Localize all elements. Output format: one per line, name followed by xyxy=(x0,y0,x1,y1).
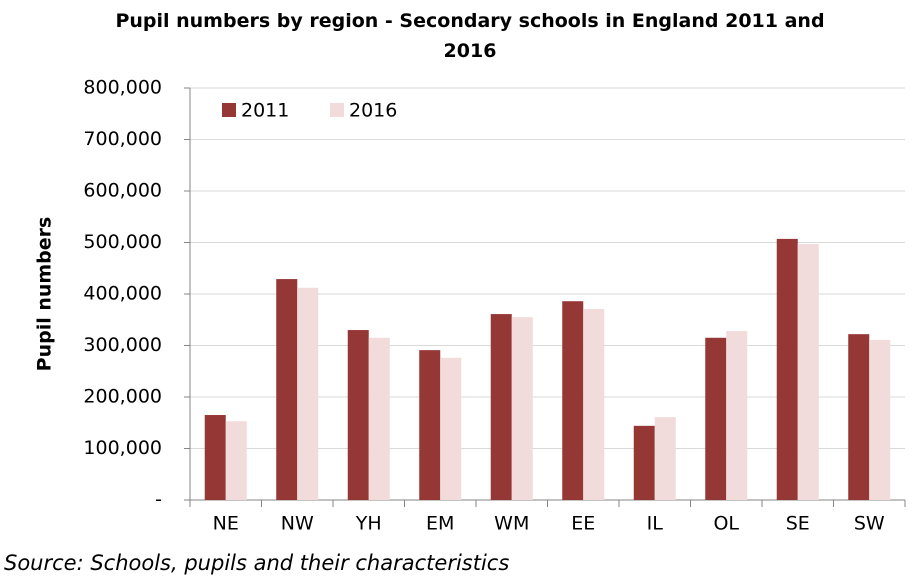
bar xyxy=(633,425,655,500)
x-tick-label: IL xyxy=(647,513,664,535)
bar xyxy=(419,350,441,500)
x-tick-label: NW xyxy=(281,513,314,535)
legend-swatch xyxy=(222,103,236,117)
source-note: Source: Schools, pupils and their charac… xyxy=(4,551,510,575)
chart-title: Pupil numbers by region - Secondary scho… xyxy=(115,10,825,62)
bar xyxy=(490,314,512,500)
y-tick-label: 500,000 xyxy=(83,231,162,253)
bar xyxy=(797,244,819,500)
y-tick-label: 400,000 xyxy=(83,283,162,305)
y-tick-label: 200,000 xyxy=(83,386,162,408)
bar xyxy=(848,334,870,500)
y-tick-label: 700,000 xyxy=(83,128,162,150)
bar xyxy=(562,301,584,500)
bar xyxy=(440,357,462,500)
bar xyxy=(511,317,533,500)
x-tick-label: NE xyxy=(213,513,239,535)
y-axis-label: Pupil numbers xyxy=(34,217,56,372)
x-tick-label: SE xyxy=(786,513,810,535)
bar xyxy=(776,238,798,500)
y-tick-label: 600,000 xyxy=(83,180,162,202)
bar xyxy=(654,417,676,500)
legend-swatch xyxy=(330,103,344,117)
legend-label: 2016 xyxy=(349,100,397,122)
bar xyxy=(297,287,319,500)
bar xyxy=(368,337,390,500)
bar xyxy=(276,279,298,500)
bar xyxy=(225,421,247,500)
bar xyxy=(869,339,891,500)
x-tick-label: SW xyxy=(854,513,885,535)
y-tick-label: - xyxy=(155,489,162,511)
x-tick-label: OL xyxy=(713,513,739,535)
x-tick-label: YH xyxy=(355,513,382,535)
x-tick-label: WM xyxy=(494,513,529,535)
bar xyxy=(583,308,605,500)
bar xyxy=(204,415,226,500)
y-tick-label: 300,000 xyxy=(83,334,162,356)
y-tick-label: 100,000 xyxy=(83,437,162,459)
x-tick-label: EM xyxy=(426,513,454,535)
bar xyxy=(726,331,748,500)
x-tick-label: EE xyxy=(571,513,595,535)
y-tick-label: 800,000 xyxy=(83,77,162,99)
bar xyxy=(347,330,369,500)
bar xyxy=(705,337,727,500)
legend-label: 2011 xyxy=(241,100,289,122)
